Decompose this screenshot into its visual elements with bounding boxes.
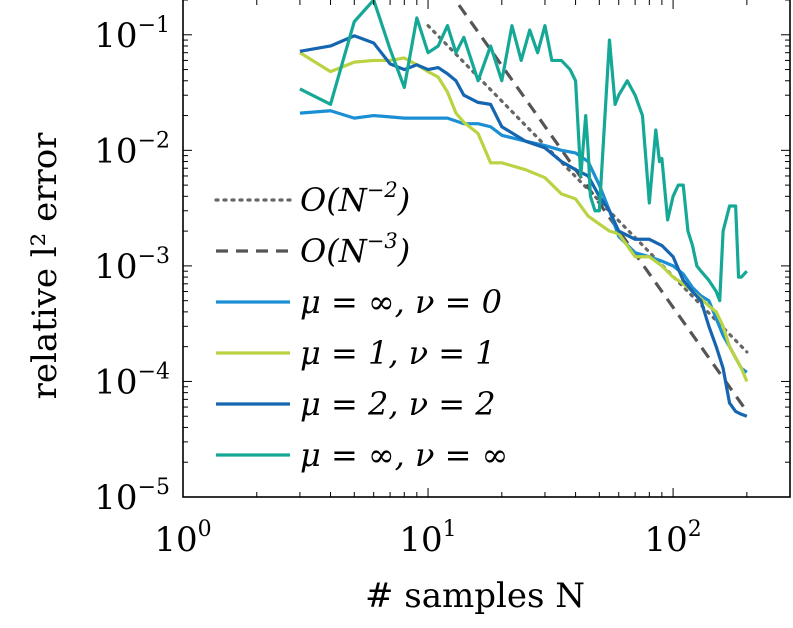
legend-label-2: μ = ∞, ν = 0 [300, 283, 502, 321]
series-line-3 [299, 51, 749, 383]
y-tick-base: 10 [94, 478, 137, 518]
legend-label-sup: −2 [367, 178, 398, 202]
y-tick-exponent: −4 [138, 359, 170, 384]
y-tick-exponent: −1 [138, 13, 170, 38]
x-tick-label: 101 [399, 517, 456, 560]
x-tick-exponent: 1 [443, 517, 457, 542]
y-tick-base: 10 [94, 247, 137, 287]
x-tick-base: 10 [154, 520, 197, 560]
y-tick-exponent: −2 [138, 128, 170, 153]
legend-label-main: O(N [300, 232, 368, 270]
y-tick-label: 10−4 [94, 359, 170, 402]
x-tick-base: 10 [644, 520, 687, 560]
legend-label-main: μ = ∞, ν = 0 [300, 283, 502, 321]
y-tick-exponent: −3 [138, 244, 170, 269]
y-tick-label: 10−5 [94, 475, 170, 518]
y-tick-base: 10 [94, 16, 137, 56]
y-tick-label: 10−3 [94, 244, 170, 287]
x-axis-label: # samples N [365, 576, 585, 616]
x-tick-label: 100 [154, 517, 211, 560]
series-line-4 [299, 34, 748, 418]
legend-label-4: μ = 2, ν = 2 [300, 385, 496, 423]
legend-label-end: ) [397, 232, 410, 270]
legend: O(N−2)O(N−3)μ = ∞, ν = 0μ = 1, ν = 1μ = … [214, 178, 508, 474]
legend-label-main: O(N [300, 181, 368, 219]
y-tick-label: 10−2 [94, 128, 170, 171]
legend-label-main: μ = 2, ν = 2 [300, 385, 496, 423]
plot-frame [182, 0, 791, 498]
legend-label-0: O(N−2) [300, 178, 410, 219]
series-line-5 [299, 0, 749, 303]
y-tick-label: 10−1 [94, 13, 170, 56]
legend-label-3: μ = 1, ν = 1 [300, 334, 496, 372]
legend-label-5: μ = ∞, ν = ∞ [300, 436, 508, 474]
y-tick-exponent: −5 [138, 475, 170, 500]
legend-label-1: O(N−3) [300, 229, 410, 270]
legend-label-main: μ = ∞, ν = ∞ [300, 436, 508, 474]
series-line-1 [453, 0, 749, 413]
x-tick-exponent: 2 [688, 517, 702, 542]
x-tick-base: 10 [399, 520, 442, 560]
y-axis-label: relative l² error [25, 132, 65, 400]
x-tick-exponent: 0 [198, 517, 212, 542]
legend-label-end: ) [397, 181, 410, 219]
series-layer [299, 0, 749, 418]
legend-label-sup: −3 [367, 229, 398, 253]
y-tick-base: 10 [94, 131, 137, 171]
y-tick-base: 10 [94, 362, 137, 402]
legend-label-main: μ = 1, ν = 1 [300, 334, 496, 372]
x-tick-label: 102 [644, 517, 701, 560]
plot-area [182, 0, 791, 498]
